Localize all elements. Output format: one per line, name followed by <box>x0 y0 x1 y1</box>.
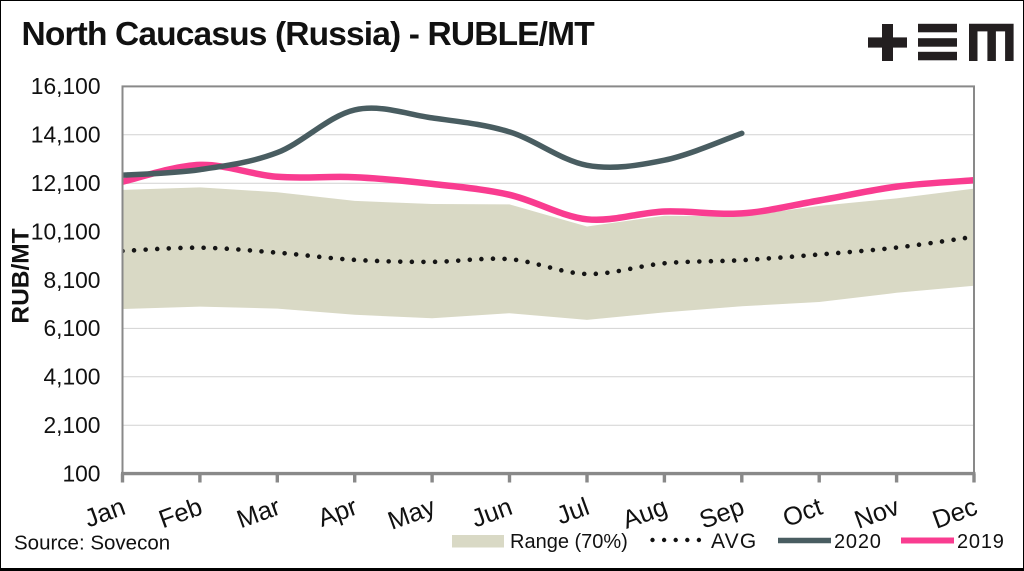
svg-text:100: 100 <box>62 460 100 486</box>
svg-text:Mar: Mar <box>233 493 284 535</box>
svg-text:4,100: 4,100 <box>43 364 100 390</box>
svg-text:Feb: Feb <box>155 493 206 534</box>
svg-text:6,100: 6,100 <box>43 315 100 341</box>
svg-text:Jan: Jan <box>81 493 129 533</box>
svg-text:RUB/MT: RUB/MT <box>8 228 35 323</box>
svg-text:2019: 2019 <box>957 531 1005 553</box>
svg-text:May: May <box>384 493 439 536</box>
svg-text:AVG: AVG <box>711 530 757 553</box>
svg-text:14,100: 14,100 <box>31 122 101 148</box>
svg-text:Source: Sovecon: Source: Sovecon <box>14 532 170 555</box>
svg-text:Nov: Nov <box>851 493 903 535</box>
svg-text:Oct: Oct <box>779 493 826 533</box>
svg-text:12,100: 12,100 <box>31 170 101 196</box>
svg-text:10,100: 10,100 <box>31 218 101 244</box>
svg-text:2020: 2020 <box>834 531 882 553</box>
svg-text:Apr: Apr <box>314 493 361 533</box>
svg-text:Jun: Jun <box>468 493 516 533</box>
svg-text:16,100: 16,100 <box>31 73 101 99</box>
svg-text:Jul: Jul <box>553 493 593 530</box>
svg-text:Range (70%): Range (70%) <box>510 531 628 553</box>
svg-text:Aug: Aug <box>619 493 671 535</box>
svg-text:Dec: Dec <box>929 493 981 535</box>
svg-text:Sep: Sep <box>696 493 748 535</box>
svg-text:2,100: 2,100 <box>43 412 100 438</box>
svg-text:8,100: 8,100 <box>43 267 100 293</box>
